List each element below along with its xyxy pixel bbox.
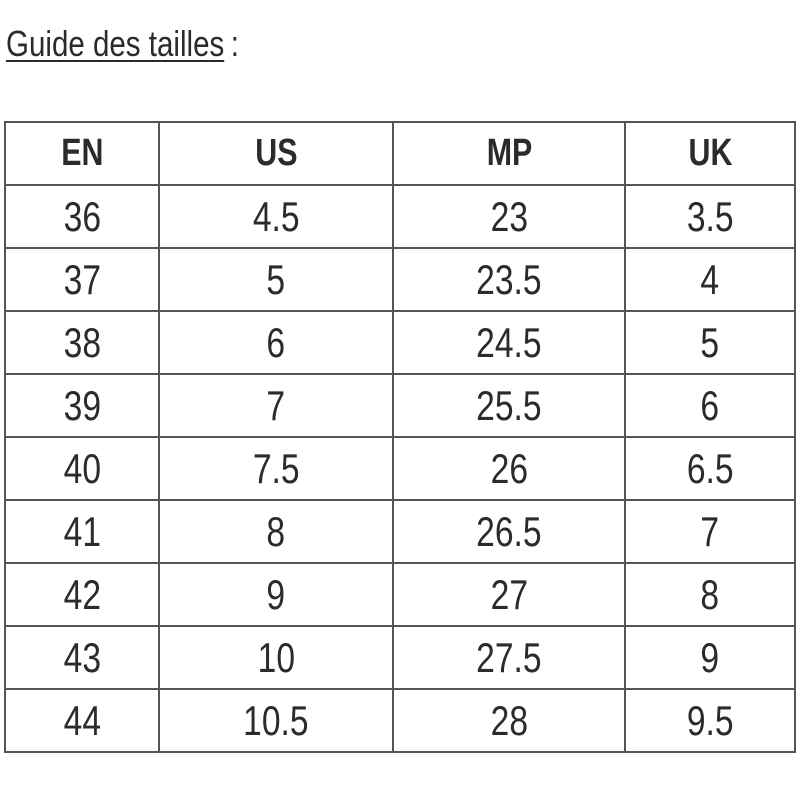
cell-en: 44 xyxy=(4,688,160,753)
cell-uk: 9.5 xyxy=(624,688,796,753)
cell-mp: 27.5 xyxy=(392,625,626,690)
cell-uk: 3.5 xyxy=(624,184,796,249)
header-mp: MP xyxy=(392,121,626,186)
cell-mp: 23.5 xyxy=(392,247,626,312)
cell-uk: 4 xyxy=(624,247,796,312)
cell-en: 42 xyxy=(4,562,160,627)
title-colon: : xyxy=(230,23,240,64)
cell-en: 36 xyxy=(4,184,160,249)
cell-mp: 25.5 xyxy=(392,373,626,438)
cell-us: 9 xyxy=(158,562,394,627)
cell-mp: 26.5 xyxy=(392,499,626,564)
header-en: EN xyxy=(4,121,160,186)
header-us: US xyxy=(158,121,394,186)
cell-us: 8 xyxy=(158,499,394,564)
cell-uk: 9 xyxy=(624,625,796,690)
cell-us: 6 xyxy=(158,310,394,375)
page-title: Guide des tailles: xyxy=(6,20,239,68)
cell-en: 40 xyxy=(4,436,160,501)
size-guide-table: EN US MP UK 36 4.5 23 3.5 37 5 23.5 4 38… xyxy=(4,121,796,753)
cell-mp: 24.5 xyxy=(392,310,626,375)
cell-us: 4.5 xyxy=(158,184,394,249)
table-row: 39 7 25.5 6 xyxy=(4,373,796,438)
table-row: 36 4.5 23 3.5 xyxy=(4,184,796,249)
cell-en: 37 xyxy=(4,247,160,312)
table-row: 42 9 27 8 xyxy=(4,562,796,627)
cell-us: 7.5 xyxy=(158,436,394,501)
cell-mp: 27 xyxy=(392,562,626,627)
cell-en: 43 xyxy=(4,625,160,690)
cell-uk: 6 xyxy=(624,373,796,438)
table-row: 41 8 26.5 7 xyxy=(4,499,796,564)
cell-uk: 7 xyxy=(624,499,796,564)
cell-en: 39 xyxy=(4,373,160,438)
cell-us: 5 xyxy=(158,247,394,312)
cell-us: 7 xyxy=(158,373,394,438)
cell-en: 38 xyxy=(4,310,160,375)
cell-mp: 28 xyxy=(392,688,626,753)
table-row: 37 5 23.5 4 xyxy=(4,247,796,312)
cell-mp: 26 xyxy=(392,436,626,501)
cell-uk: 5 xyxy=(624,310,796,375)
cell-mp: 23 xyxy=(392,184,626,249)
cell-uk: 6.5 xyxy=(624,436,796,501)
table-header-row: EN US MP UK xyxy=(4,121,796,186)
table-row: 44 10.5 28 9.5 xyxy=(4,688,796,753)
cell-us: 10.5 xyxy=(158,688,394,753)
title-text: Guide des tailles xyxy=(6,23,225,64)
header-uk: UK xyxy=(624,121,796,186)
cell-us: 10 xyxy=(158,625,394,690)
table-row: 43 10 27.5 9 xyxy=(4,625,796,690)
table-row: 38 6 24.5 5 xyxy=(4,310,796,375)
cell-en: 41 xyxy=(4,499,160,564)
table-row: 40 7.5 26 6.5 xyxy=(4,436,796,501)
cell-uk: 8 xyxy=(624,562,796,627)
